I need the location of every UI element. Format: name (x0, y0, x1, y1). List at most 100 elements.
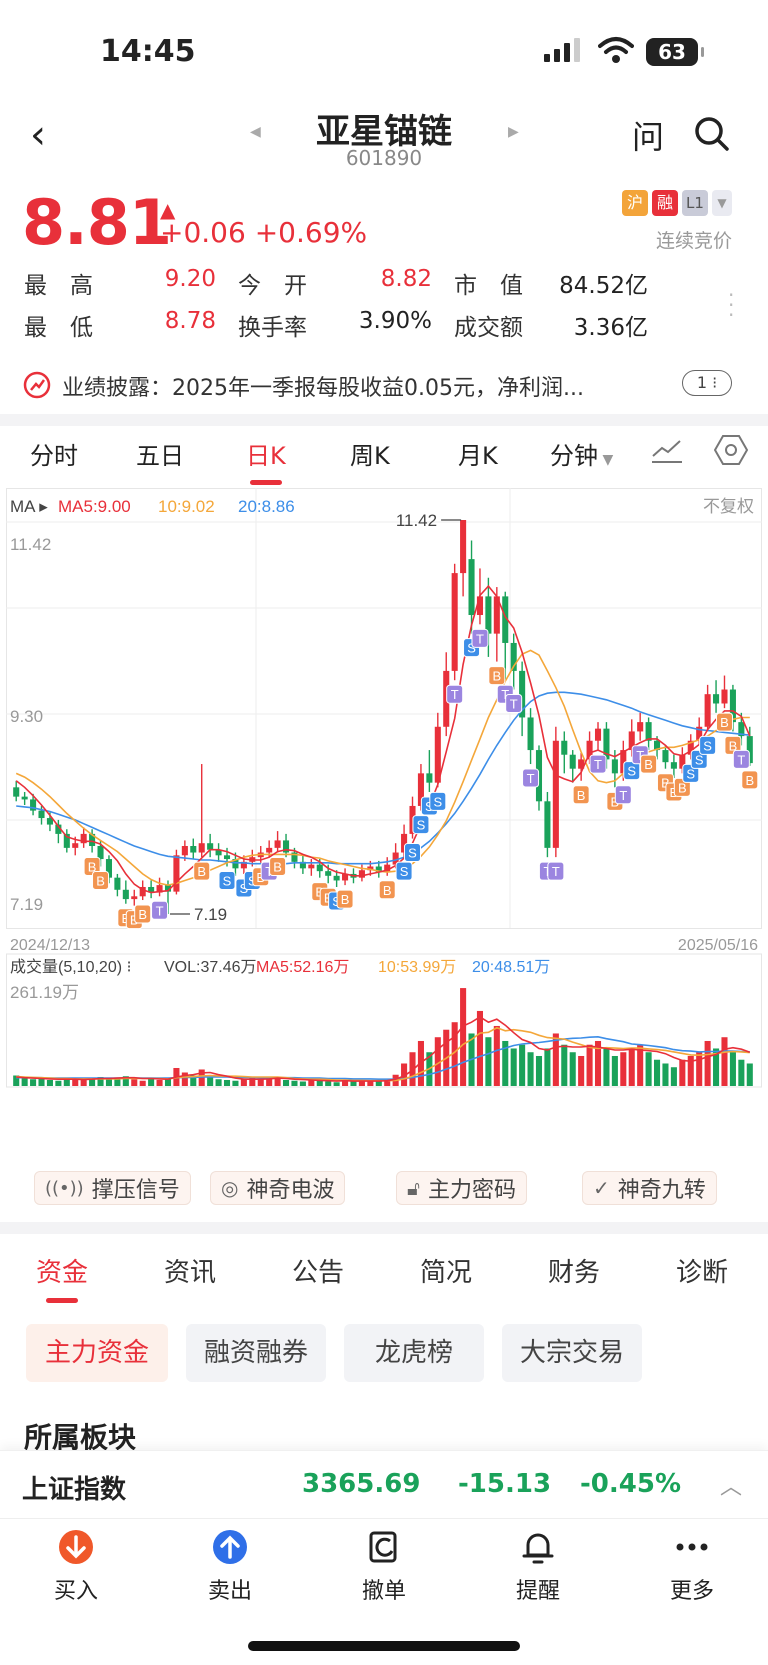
candle-body (704, 694, 711, 727)
signal-marker (589, 754, 607, 774)
sector-section-title: 所属板块 (24, 1421, 137, 1454)
stat-value-mktcap: 84.52亿 (559, 273, 648, 299)
main-force-code-button[interactable]: 🔓︎ 主力密码 (396, 1171, 527, 1205)
candle-body (291, 852, 298, 862)
signal-marker-label: B (729, 738, 738, 753)
signal-marker-label: S (433, 794, 442, 809)
candle-body (519, 670, 526, 718)
signal-marker-label: B (720, 715, 729, 730)
tab-diagnosis[interactable]: 诊断 (676, 1258, 729, 1288)
stat-value-turnover: 3.90% (358, 308, 432, 334)
candle-body (223, 855, 231, 860)
candle-body (746, 736, 753, 764)
volume-legend-label: 成交量(5,10,20) ⁝ (10, 958, 132, 976)
candle-body (460, 520, 467, 574)
notice-count-badge[interactable]: 1 ⁝ (682, 370, 732, 396)
signal-marker-label: T (476, 631, 484, 646)
signal-marker-label: B (138, 907, 147, 922)
magic-wave-button[interactable]: ◎ 神奇电波 (210, 1171, 346, 1205)
prev-stock-icon[interactable]: ◀ (250, 124, 261, 140)
ma20-line (16, 691, 750, 865)
volume-bar (603, 1048, 610, 1086)
sell-button[interactable]: 卖出 (180, 1527, 280, 1605)
stats-row: 最 低 8.78 换手率 3.90% 成交额 3.36亿 (24, 308, 700, 350)
tab-monthly-k[interactable]: 月K (458, 442, 498, 470)
candle-body (384, 864, 391, 873)
signal-marker (471, 628, 489, 648)
signal-marker-label: B (96, 873, 105, 888)
volume-bar (510, 1048, 517, 1086)
tab-announcements[interactable]: 公告 (292, 1258, 345, 1288)
more-button[interactable]: 更多 (642, 1527, 742, 1605)
candle-body (620, 750, 627, 774)
pill-margin-trading[interactable]: 融资融券 (186, 1324, 326, 1382)
alert-button[interactable]: 提醒 (488, 1527, 588, 1605)
volume-bar (131, 1079, 138, 1086)
ask-button[interactable]: 问 (632, 118, 665, 156)
tab-minute[interactable]: 分钟 ▼ (550, 436, 613, 471)
tab-weekly-k[interactable]: 周K (350, 442, 390, 470)
index-ticker-bar[interactable]: 上证指数 3365.69 -15.13 -0.45% ︿ (0, 1450, 768, 1518)
kline-chart[interactable]: MA ▸ MA5:9.00 10:9.02 20:8.86 不复权 11.42 9.30 7.… (6, 488, 762, 1088)
volume-bar (105, 1079, 113, 1086)
low-marker-label: 7.19 (194, 905, 227, 924)
signal-marker (488, 666, 506, 686)
magic-nine-button[interactable]: ✓ 神奇九转 (582, 1171, 717, 1205)
pill-main-funds[interactable]: 主力资金 (26, 1324, 168, 1382)
candle-body (232, 859, 239, 869)
buy-button[interactable]: 买入 (26, 1527, 126, 1605)
earnings-notice[interactable]: 业绩披露：2025年一季报每股收益0.05元，净利润... 1 ⁝ (22, 366, 742, 406)
lock-icon: 🔓︎ (407, 1176, 420, 1200)
candle-body (417, 773, 424, 806)
signal-marker-label: T (737, 752, 745, 767)
search-icon[interactable] (694, 116, 730, 152)
volume-bar (21, 1077, 28, 1086)
signal-marker-label: B (611, 794, 620, 809)
index-value: 3365.69 (302, 1469, 421, 1499)
draw-line-icon[interactable] (650, 436, 684, 466)
back-button[interactable]: ‹ (30, 112, 46, 158)
signal-marker (269, 857, 287, 877)
badge-level1[interactable]: L1 (682, 190, 708, 216)
chart-period-tabs: 分时 五日 日K 周K 月K 分钟 ▼ (0, 434, 768, 488)
volume-bar (342, 1080, 349, 1086)
candle-body (611, 759, 618, 774)
buy-arrow-icon (59, 1530, 93, 1564)
signal-marker (404, 843, 422, 863)
wave-icon: ◎ (221, 1176, 239, 1200)
tab-five-day[interactable]: 五日 (136, 442, 184, 470)
volume-bar (594, 1040, 602, 1086)
pill-block-trade[interactable]: 大宗交易 (502, 1324, 642, 1382)
more-stats-icon[interactable]: · · · (728, 283, 735, 327)
tab-intraday[interactable]: 分时 (30, 442, 78, 470)
support-resistance-button[interactable]: ((•)) 撑压信号 (34, 1171, 191, 1205)
notice-count: 1 (696, 373, 707, 392)
candle-body (308, 864, 315, 869)
volume-bar (552, 1033, 559, 1086)
pill-dragon-tiger[interactable]: 龙虎榜 (344, 1324, 484, 1382)
tab-funds[interactable]: 资金 (36, 1252, 88, 1303)
tab-daily-k[interactable]: 日K (246, 436, 286, 485)
high-marker-label: 11.42 (396, 511, 437, 530)
chart-settings-icon[interactable] (714, 434, 748, 466)
candle-body (325, 871, 332, 876)
candle-body (662, 750, 669, 763)
candle-body (493, 596, 500, 634)
volume-bar (139, 1080, 146, 1086)
tab-profile[interactable]: 简况 (420, 1258, 473, 1288)
candle-body (679, 754, 686, 769)
cancel-order-button[interactable]: 撤单 (334, 1527, 434, 1605)
volume-bar (350, 1081, 357, 1086)
tab-news[interactable]: 资讯 (164, 1258, 217, 1288)
next-stock-icon[interactable]: ▶ (508, 124, 519, 140)
volume-bar (249, 1077, 256, 1086)
signal-marker-label: S (627, 764, 636, 779)
tab-financials[interactable]: 财务 (548, 1258, 601, 1288)
index-pct: -0.45% (580, 1469, 681, 1499)
level-dropdown-icon[interactable]: ▼ (712, 190, 732, 216)
price-change: +0.06 +0.69% (160, 216, 368, 249)
chevron-up-icon[interactable]: ︿ (720, 1475, 743, 1500)
signal-marker-label: T (501, 687, 509, 702)
candle-body (207, 843, 214, 850)
volume-bar (190, 1075, 197, 1086)
